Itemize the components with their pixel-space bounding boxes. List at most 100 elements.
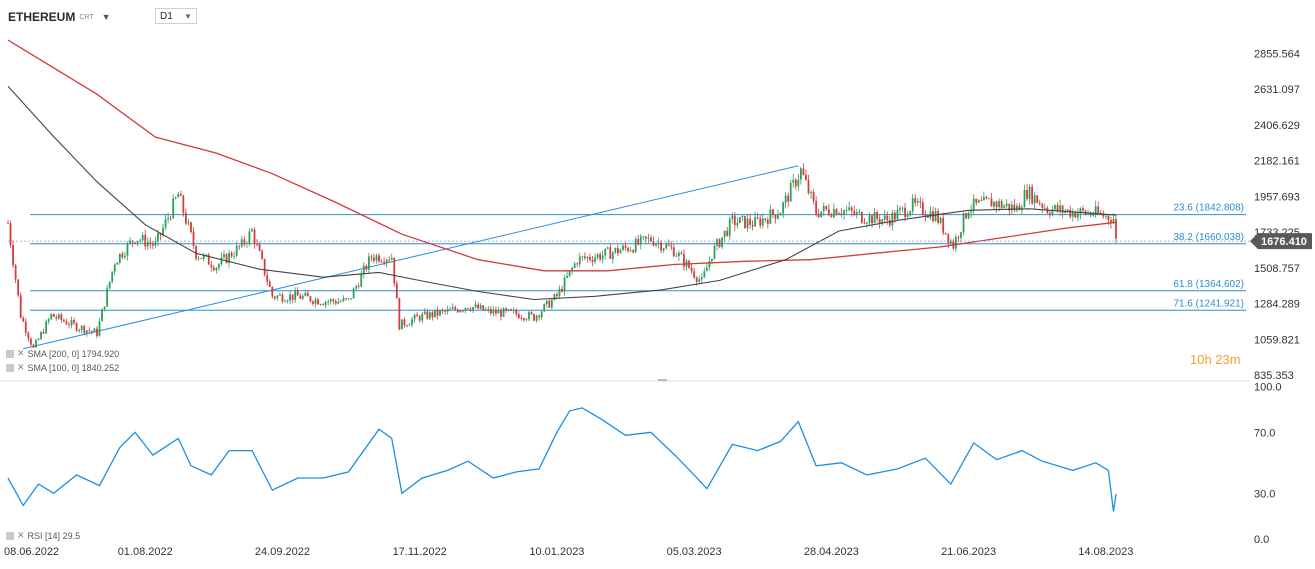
candle-body xyxy=(167,217,170,220)
candle-body xyxy=(111,271,114,282)
symbol-name: ETHEREUM xyxy=(8,10,76,24)
candle-body xyxy=(998,201,1001,208)
candle-countdown: 10h 23m xyxy=(1190,352,1241,367)
candle-body xyxy=(606,247,609,249)
candle-body xyxy=(482,305,485,311)
candle-body xyxy=(825,205,828,210)
candle-body xyxy=(545,300,548,305)
date-axis-label: 24.09.2022 xyxy=(255,546,310,558)
candle-body xyxy=(360,273,363,287)
indicator-sma100[interactable]: ✕ SMA [100, 0] 1840.252 xyxy=(6,362,119,373)
candle-body xyxy=(993,201,995,207)
indicator-sma200[interactable]: ✕ SMA [200, 0] 1794.920 xyxy=(6,348,119,359)
candle-body xyxy=(777,215,779,219)
candle-body xyxy=(106,288,109,307)
fib-level-label: 23.6 (1842.808) xyxy=(1173,203,1244,214)
indicator-rsi[interactable]: ✕ RSI [14] 29.5 xyxy=(6,530,80,541)
candle-body xyxy=(624,245,627,248)
candle-body xyxy=(182,195,185,213)
candle-body xyxy=(299,295,302,299)
candle-body xyxy=(47,319,50,322)
candle-body xyxy=(594,257,596,262)
candle-body xyxy=(1099,212,1102,214)
candle-body xyxy=(766,219,769,224)
candle-body xyxy=(373,257,375,261)
candle-body xyxy=(914,198,917,203)
candle-body xyxy=(754,217,757,227)
settings-icon[interactable] xyxy=(6,531,14,540)
candle-body xyxy=(174,197,177,199)
candle-body xyxy=(418,316,421,321)
candle-body xyxy=(690,267,693,272)
candle-body xyxy=(637,238,640,245)
candle-body xyxy=(441,310,444,312)
candle-body xyxy=(990,198,993,207)
candle-body xyxy=(50,313,53,320)
candle-body xyxy=(845,210,848,211)
candle-body xyxy=(614,248,617,253)
close-icon[interactable]: ✕ xyxy=(17,348,25,358)
candle-body xyxy=(677,252,680,257)
candle-body xyxy=(639,236,642,245)
candle-body xyxy=(1076,213,1079,218)
candle-body xyxy=(716,239,718,246)
candle-body xyxy=(118,253,121,263)
candle-body xyxy=(1031,186,1034,204)
candle-body xyxy=(449,308,452,310)
candle-body xyxy=(322,304,325,306)
candle-body xyxy=(833,209,835,217)
candle-body xyxy=(695,277,698,282)
close-icon[interactable]: ✕ xyxy=(17,530,25,540)
candle-body xyxy=(248,231,251,244)
candle-body xyxy=(230,252,233,257)
candle-body xyxy=(609,247,612,259)
candle-body xyxy=(929,211,932,218)
close-icon[interactable]: ✕ xyxy=(17,362,25,372)
candle-body xyxy=(80,325,83,330)
price-axis-label: 2631.097 xyxy=(1254,84,1300,96)
candle-body xyxy=(507,309,510,311)
candle-body xyxy=(611,252,614,259)
candle-body xyxy=(848,207,851,211)
candle-body xyxy=(1038,202,1041,205)
candle-body xyxy=(954,237,957,249)
sma100-line xyxy=(7,85,1117,301)
settings-icon[interactable] xyxy=(6,363,14,372)
candle-body xyxy=(1005,203,1008,206)
candle-body xyxy=(980,200,983,202)
trendline xyxy=(23,165,799,350)
candle-body xyxy=(116,262,119,265)
candle-body xyxy=(279,294,281,296)
candle-body xyxy=(891,212,894,226)
candle-body xyxy=(258,244,261,251)
candle-body xyxy=(843,210,845,215)
candle-body xyxy=(273,296,276,299)
candle-body xyxy=(988,198,990,200)
candle-body xyxy=(314,299,317,304)
candle-body xyxy=(200,258,203,259)
candles xyxy=(7,163,1117,349)
candle-body xyxy=(713,245,716,259)
candle-body xyxy=(1000,201,1003,208)
candle-body xyxy=(472,307,474,311)
candle-body xyxy=(586,256,589,259)
candle-body xyxy=(1074,211,1077,218)
timeframe-dropdown[interactable]: D1 ▼ xyxy=(155,8,197,24)
candle-body xyxy=(1104,215,1107,217)
price-axis-label: 1284.289 xyxy=(1254,299,1300,311)
date-axis-label: 17.11.2022 xyxy=(393,546,447,558)
candle-body xyxy=(1061,205,1064,213)
candle-body xyxy=(896,210,899,220)
candle-body xyxy=(428,312,431,319)
candle-body xyxy=(660,242,663,251)
pane-resize-handle xyxy=(658,379,667,381)
candle-body xyxy=(502,308,505,317)
candle-body xyxy=(957,237,960,238)
candle-body xyxy=(1013,204,1016,211)
settings-icon[interactable] xyxy=(6,349,14,358)
symbol-selector[interactable]: ETHEREUM CRT ▼ xyxy=(8,8,111,26)
candle-body xyxy=(291,294,294,300)
candle-body xyxy=(276,295,279,299)
candle-body xyxy=(444,310,447,312)
